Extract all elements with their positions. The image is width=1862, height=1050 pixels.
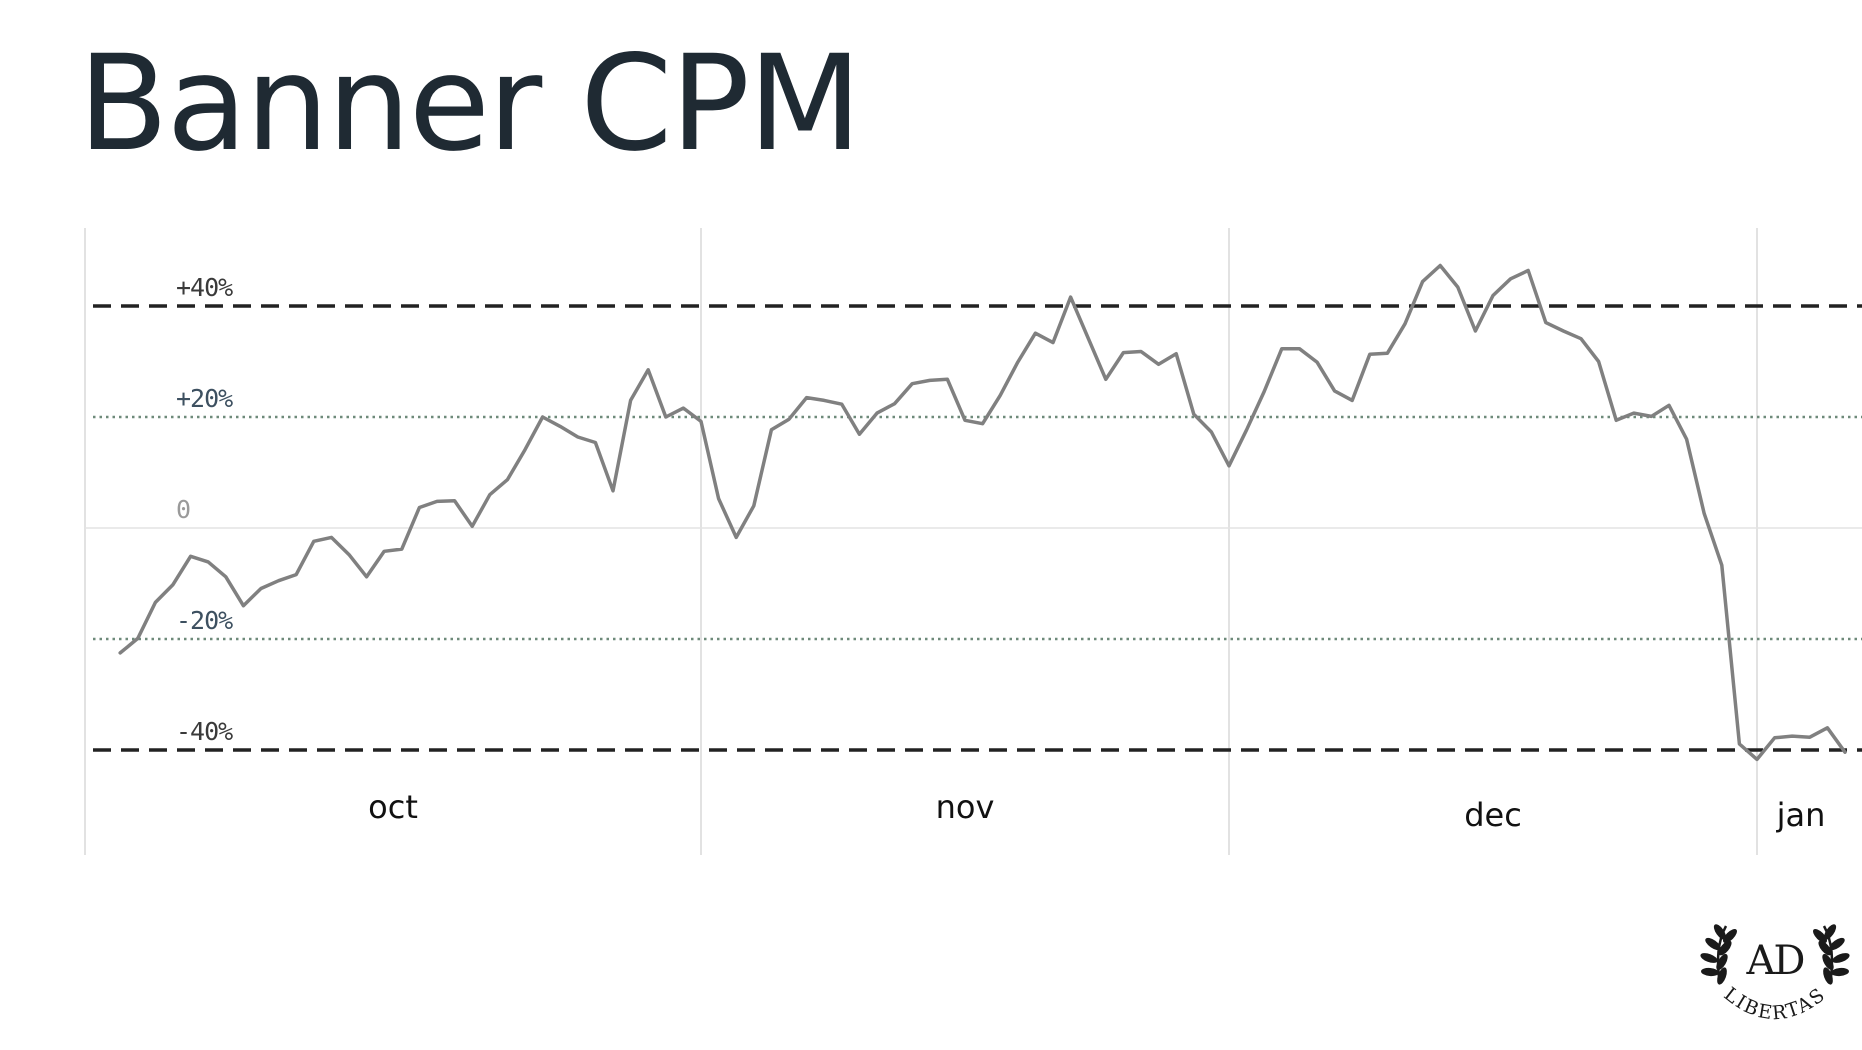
series-layer bbox=[118, 263, 1847, 762]
y-tick-label: +20% bbox=[176, 384, 233, 413]
x-month-label: dec bbox=[1464, 796, 1522, 834]
x-month-label: jan bbox=[1776, 796, 1826, 834]
x-month-label: oct bbox=[368, 788, 418, 826]
chart-title: Banner CPM bbox=[78, 27, 862, 181]
labels-layer: +40% +20% 0 -20% -40% oct nov dec jan bbox=[176, 273, 1825, 834]
y-tick-label: -40% bbox=[176, 717, 233, 746]
banner-cpm-chart: +40% +20% 0 -20% -40% oct nov dec jan bbox=[84, 228, 1862, 855]
series-line bbox=[118, 263, 1847, 762]
ad-libertas-logo: AD LIBERTAS bbox=[1700, 924, 1850, 1024]
logo-monogram: AD bbox=[1746, 938, 1804, 984]
y-tick-label: -20% bbox=[176, 606, 233, 635]
x-month-label: nov bbox=[936, 788, 995, 826]
y-tick-label: +40% bbox=[176, 273, 233, 302]
y-tick-label: 0 bbox=[176, 495, 190, 524]
reference-lines bbox=[85, 304, 1862, 752]
laurel-wreath-icon bbox=[1700, 924, 1850, 985]
logo-text: LIBERTAS bbox=[1720, 983, 1831, 1024]
